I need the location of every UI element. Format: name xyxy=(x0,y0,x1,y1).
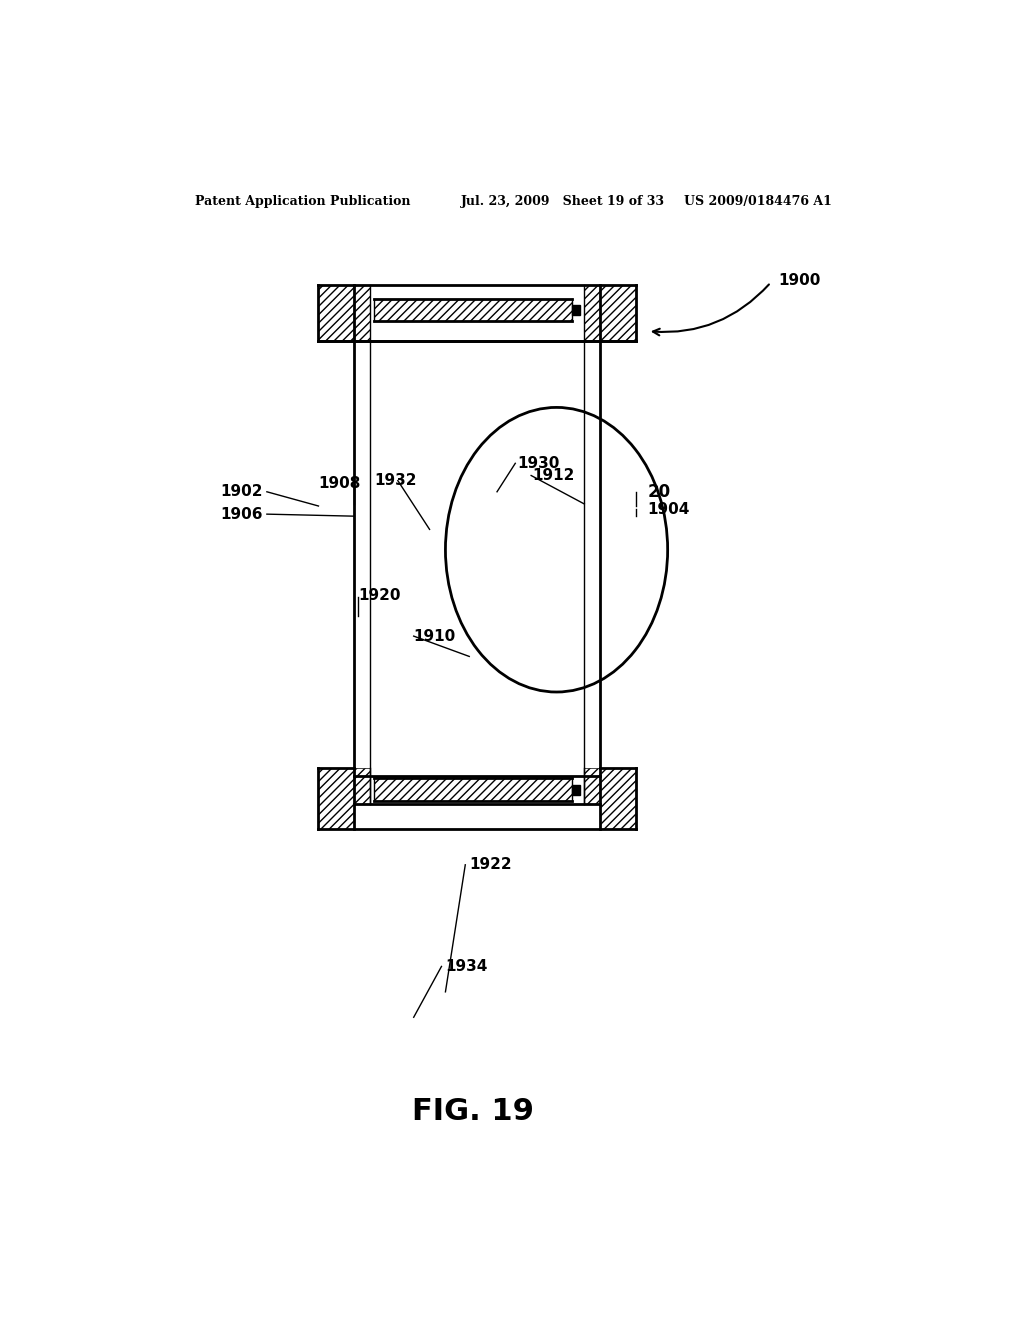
Text: 1906: 1906 xyxy=(220,507,263,521)
Text: 1904: 1904 xyxy=(648,502,690,516)
Bar xyxy=(600,285,636,342)
Text: Jul. 23, 2009   Sheet 19 of 33: Jul. 23, 2009 Sheet 19 of 33 xyxy=(461,194,666,207)
Text: Patent Application Publication: Patent Application Publication xyxy=(196,194,411,207)
Bar xyxy=(354,768,370,804)
Text: 20: 20 xyxy=(648,483,671,500)
Text: 1908: 1908 xyxy=(318,477,360,491)
Text: 1902: 1902 xyxy=(220,484,263,499)
Bar xyxy=(600,768,636,829)
Bar xyxy=(585,285,600,342)
Text: 1900: 1900 xyxy=(778,273,821,288)
Text: US 2009/0184476 A1: US 2009/0184476 A1 xyxy=(684,194,831,207)
Bar xyxy=(572,305,581,315)
Text: FIG. 19: FIG. 19 xyxy=(413,1097,535,1126)
Bar xyxy=(354,285,370,342)
Bar xyxy=(585,768,600,804)
Text: 1932: 1932 xyxy=(374,473,417,488)
Text: 1930: 1930 xyxy=(517,455,559,471)
Bar xyxy=(318,768,354,829)
Text: 1920: 1920 xyxy=(358,587,400,603)
Bar xyxy=(374,779,572,801)
Bar xyxy=(374,298,572,321)
Bar xyxy=(572,784,581,795)
Text: 1934: 1934 xyxy=(445,958,487,974)
Bar xyxy=(318,285,354,342)
Text: 1912: 1912 xyxy=(532,469,575,483)
Text: 1922: 1922 xyxy=(469,857,512,873)
Text: 1910: 1910 xyxy=(414,628,456,644)
